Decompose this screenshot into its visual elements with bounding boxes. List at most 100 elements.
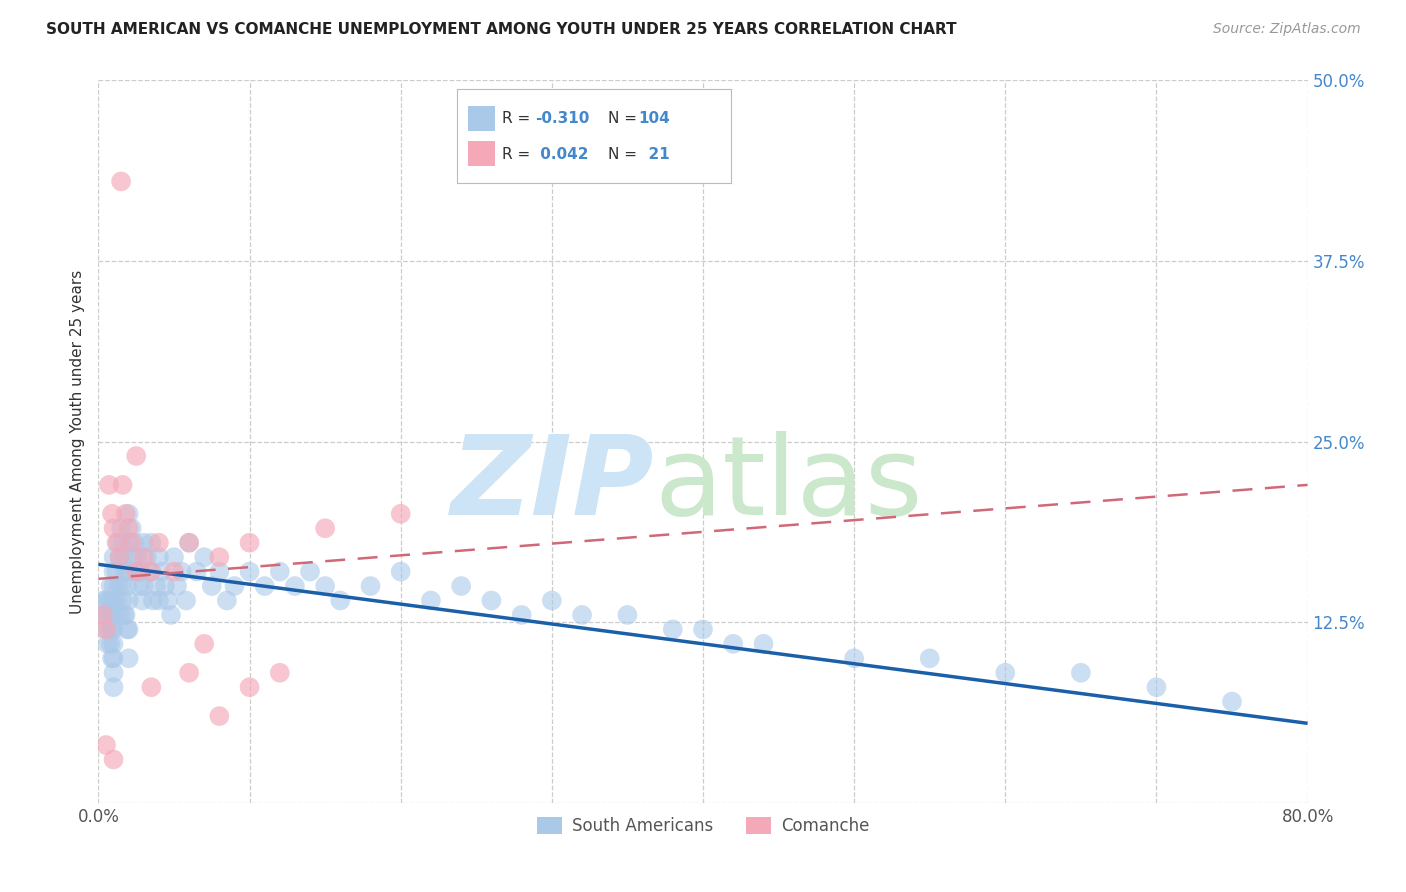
Point	[121, 535, 143, 549]
Point	[94, 738, 117, 752]
Point	[208, 550, 231, 565]
Point	[127, 550, 149, 565]
Point	[132, 550, 155, 565]
Point	[299, 565, 322, 579]
Point	[108, 550, 131, 565]
Point	[94, 593, 117, 607]
Point	[124, 535, 146, 549]
Point	[101, 623, 124, 637]
Point	[208, 709, 231, 723]
Text: 104: 104	[638, 111, 669, 126]
Point	[148, 593, 170, 607]
Point	[329, 593, 352, 607]
Point	[101, 593, 124, 607]
Point	[186, 565, 208, 579]
Point	[103, 579, 125, 593]
Point	[107, 579, 129, 593]
Point	[112, 607, 135, 622]
Point	[163, 565, 186, 579]
Point	[1070, 665, 1092, 680]
Point	[108, 550, 131, 565]
Point	[103, 550, 125, 565]
FancyBboxPatch shape	[468, 105, 495, 131]
Point	[174, 593, 197, 607]
Point	[314, 579, 336, 593]
Point	[118, 535, 141, 549]
Point	[253, 579, 276, 593]
Point	[115, 623, 138, 637]
Point	[103, 565, 125, 579]
Point	[112, 550, 135, 565]
Text: 21: 21	[638, 146, 669, 161]
Point	[103, 623, 125, 637]
Point	[131, 593, 153, 607]
Text: SOUTH AMERICAN VS COMANCHE UNEMPLOYMENT AMONG YOUTH UNDER 25 YEARS CORRELATION C: SOUTH AMERICAN VS COMANCHE UNEMPLOYMENT …	[46, 22, 957, 37]
Point	[125, 565, 148, 579]
Point	[752, 637, 775, 651]
Text: R =: R =	[502, 111, 536, 126]
Point	[128, 579, 150, 593]
Point	[114, 607, 136, 622]
Point	[540, 593, 562, 607]
Point	[91, 593, 114, 607]
Point	[103, 651, 125, 665]
Point	[118, 507, 141, 521]
Point	[389, 565, 412, 579]
Point	[284, 579, 307, 593]
Point	[132, 535, 155, 549]
Point	[100, 579, 122, 593]
Point	[110, 174, 132, 188]
Point	[103, 680, 125, 694]
Point	[103, 752, 125, 766]
Point	[420, 593, 443, 607]
Legend: South Americans, Comanche: South Americans, Comanche	[530, 810, 876, 841]
Point	[108, 607, 131, 622]
Point	[314, 521, 336, 535]
Text: 0.042: 0.042	[536, 146, 589, 161]
Point	[114, 565, 136, 579]
Point	[148, 535, 170, 549]
Point	[141, 535, 163, 549]
Point	[239, 565, 262, 579]
Point	[110, 521, 132, 535]
Y-axis label: Unemployment Among Youth under 25 years: Unemployment Among Youth under 25 years	[70, 269, 86, 614]
Point	[239, 535, 262, 549]
Point	[103, 607, 125, 622]
Point	[100, 637, 122, 651]
Point	[150, 565, 173, 579]
Point	[723, 637, 745, 651]
Text: -0.310: -0.310	[536, 111, 589, 126]
Text: ZIP: ZIP	[451, 432, 655, 539]
Point	[115, 579, 138, 593]
Point	[145, 579, 167, 593]
Point	[141, 565, 163, 579]
FancyBboxPatch shape	[468, 141, 495, 167]
Point	[98, 593, 121, 607]
Point	[114, 507, 136, 521]
Point	[692, 623, 714, 637]
Point	[103, 521, 125, 535]
Point	[96, 637, 118, 651]
Point	[135, 550, 157, 565]
Point	[100, 607, 122, 622]
Point	[101, 651, 124, 665]
Point	[107, 535, 129, 549]
Point	[360, 579, 382, 593]
Point	[122, 550, 145, 565]
Point	[125, 565, 148, 579]
Point	[163, 550, 186, 565]
Point	[571, 607, 593, 622]
Point	[105, 593, 128, 607]
Point	[179, 535, 201, 549]
Point	[98, 623, 121, 637]
Point	[105, 535, 128, 549]
Point	[389, 507, 412, 521]
Point	[844, 651, 866, 665]
Point	[98, 478, 121, 492]
Point	[170, 565, 193, 579]
Point	[661, 623, 683, 637]
Point	[1220, 695, 1243, 709]
Point	[166, 579, 188, 593]
Point	[118, 521, 141, 535]
Point	[91, 607, 114, 622]
